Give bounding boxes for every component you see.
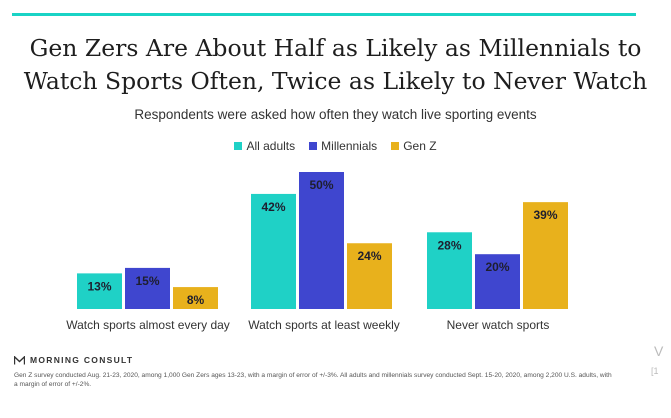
legend-entry-millennials: Millennials <box>309 139 377 153</box>
bar-all-adults-1 <box>77 273 122 309</box>
morning-consult-logo-icon <box>14 355 25 365</box>
bar-gen-z-3 <box>523 202 568 309</box>
legend-entry-all-adults: All adults <box>234 139 295 153</box>
cropped-side-bracket: [1 <box>651 366 659 376</box>
chart-title-line-2: Watch Sports Often, Twice as Likely to N… <box>23 67 648 95</box>
data-label-millennials-3: 20% <box>485 260 509 274</box>
survey-methodology-note: Gen Z survey conducted Aug. 21-23, 2020,… <box>14 372 612 388</box>
data-label-all-adults-1: 13% <box>87 279 111 293</box>
brand-footer: MORNING CONSULT <box>14 355 133 365</box>
data-label-millennials-1: 15% <box>135 274 159 288</box>
data-label-all-adults-2: 42% <box>261 200 285 214</box>
category-label-3: Never watch sports <box>447 318 550 332</box>
legend-label-gen-z: Gen Z <box>403 139 437 153</box>
data-label-millennials-2: 50% <box>309 178 333 192</box>
cropped-side-text: V <box>654 343 664 359</box>
category-label-2: Watch sports at least weekly <box>248 318 400 332</box>
data-label-all-adults-3: 28% <box>437 238 461 252</box>
chart-title-line-1: Gen Zers Are About Half as Likely as Mil… <box>29 34 642 62</box>
bar-all-adults-2 <box>251 193 296 309</box>
data-label-gen-z-2: 24% <box>357 249 381 263</box>
data-label-gen-z-3: 39% <box>533 208 557 222</box>
legend-swatch-gen-z <box>391 142 400 150</box>
bar-gen-z-1 <box>173 287 218 309</box>
category-label-1: Watch sports almost every day <box>66 318 230 332</box>
chart-subtitle: Respondents were asked how often they wa… <box>134 107 537 122</box>
chart-legend: All adults Millennials Gen Z <box>0 139 671 153</box>
bar-millennials-2 <box>299 172 344 309</box>
legend-entry-gen-z: Gen Z <box>391 139 437 153</box>
chart-title: Gen Zers Are About Half as Likely as Mil… <box>0 32 671 98</box>
data-label-gen-z-1: 8% <box>187 293 205 307</box>
bar-gen-z-2 <box>347 243 392 309</box>
accent-top-rule <box>12 13 636 16</box>
bar-all-adults-3 <box>427 232 472 309</box>
legend-swatch-millennials <box>309 142 318 150</box>
legend-label-millennials: Millennials <box>321 139 378 153</box>
legend-swatch-all-adults <box>234 142 243 150</box>
brand-name: MORNING CONSULT <box>30 355 134 365</box>
bar-millennials-3 <box>475 254 520 309</box>
legend-label-all-adults: All adults <box>246 139 296 153</box>
bar-millennials-1 <box>125 267 170 309</box>
